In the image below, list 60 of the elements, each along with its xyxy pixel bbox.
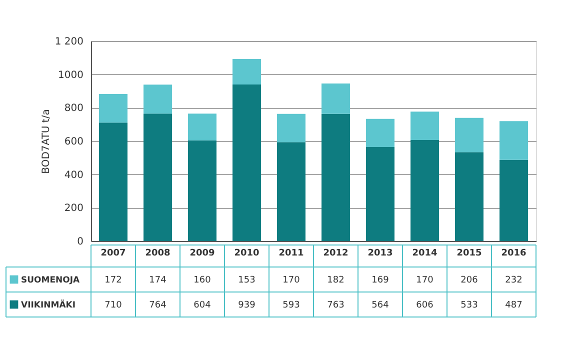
data-label: 763	[327, 300, 344, 310]
bar	[410, 112, 439, 140]
data-label: 206	[460, 276, 478, 286]
bar	[188, 114, 216, 140]
legend-label: VIIKINMÄKI	[21, 300, 76, 310]
data-label: 160	[194, 276, 212, 286]
bar	[99, 122, 128, 241]
data-label: 153	[238, 276, 256, 286]
bar	[277, 142, 306, 241]
y-tick-label: 200	[64, 203, 84, 214]
bar	[366, 147, 394, 241]
x-tick-label: 2013	[368, 248, 393, 258]
x-tick-label: 2011	[278, 248, 304, 258]
x-tick-label: 2007	[100, 248, 126, 258]
bar	[455, 118, 484, 152]
x-tick-label: 2012	[323, 248, 348, 258]
data-label: 533	[460, 300, 478, 310]
bar	[322, 84, 350, 114]
bar	[455, 152, 484, 241]
bar	[188, 140, 216, 241]
data-label: 169	[372, 276, 390, 286]
bar	[144, 114, 172, 241]
bar	[500, 160, 528, 241]
y-tick-label: 1000	[58, 70, 84, 81]
legend-label: SUOMENOJA	[21, 276, 80, 286]
bar	[500, 121, 528, 160]
x-tick-label: 2015	[456, 248, 482, 258]
data-label: 487	[505, 300, 522, 310]
x-tick-label: 2008	[145, 248, 170, 258]
data-label: 606	[416, 300, 434, 310]
data-label: 182	[327, 276, 344, 286]
bar	[144, 84, 172, 114]
data-label: 939	[238, 300, 256, 310]
y-axis-title: BOD7ATU t/a	[40, 109, 52, 174]
x-tick-label: 2016	[501, 248, 526, 258]
data-label: 564	[372, 300, 390, 310]
bar	[410, 140, 439, 241]
data-label: 170	[282, 276, 300, 286]
y-tick-label: 0	[77, 236, 84, 248]
data-label: 604	[194, 300, 212, 310]
data-label: 593	[282, 300, 300, 310]
x-tick-label: 2010	[234, 248, 260, 258]
data-label: 232	[505, 276, 522, 286]
data-label: 764	[149, 300, 167, 310]
bar	[232, 84, 261, 241]
data-label: 172	[104, 276, 122, 286]
y-tick-label: 400	[64, 170, 84, 181]
data-label: 170	[416, 276, 434, 286]
bar	[99, 94, 128, 123]
bar	[232, 59, 261, 84]
x-tick-label: 2009	[190, 248, 215, 258]
data-label: 710	[104, 300, 122, 310]
bar	[322, 114, 350, 241]
data-label: 174	[149, 276, 167, 286]
y-tick-label: 1 200	[54, 36, 84, 48]
x-tick-label: 2014	[412, 248, 438, 258]
bar	[277, 114, 306, 142]
y-tick-label: 600	[64, 136, 84, 148]
bar	[366, 118, 394, 147]
y-tick-label: 800	[64, 103, 84, 114]
